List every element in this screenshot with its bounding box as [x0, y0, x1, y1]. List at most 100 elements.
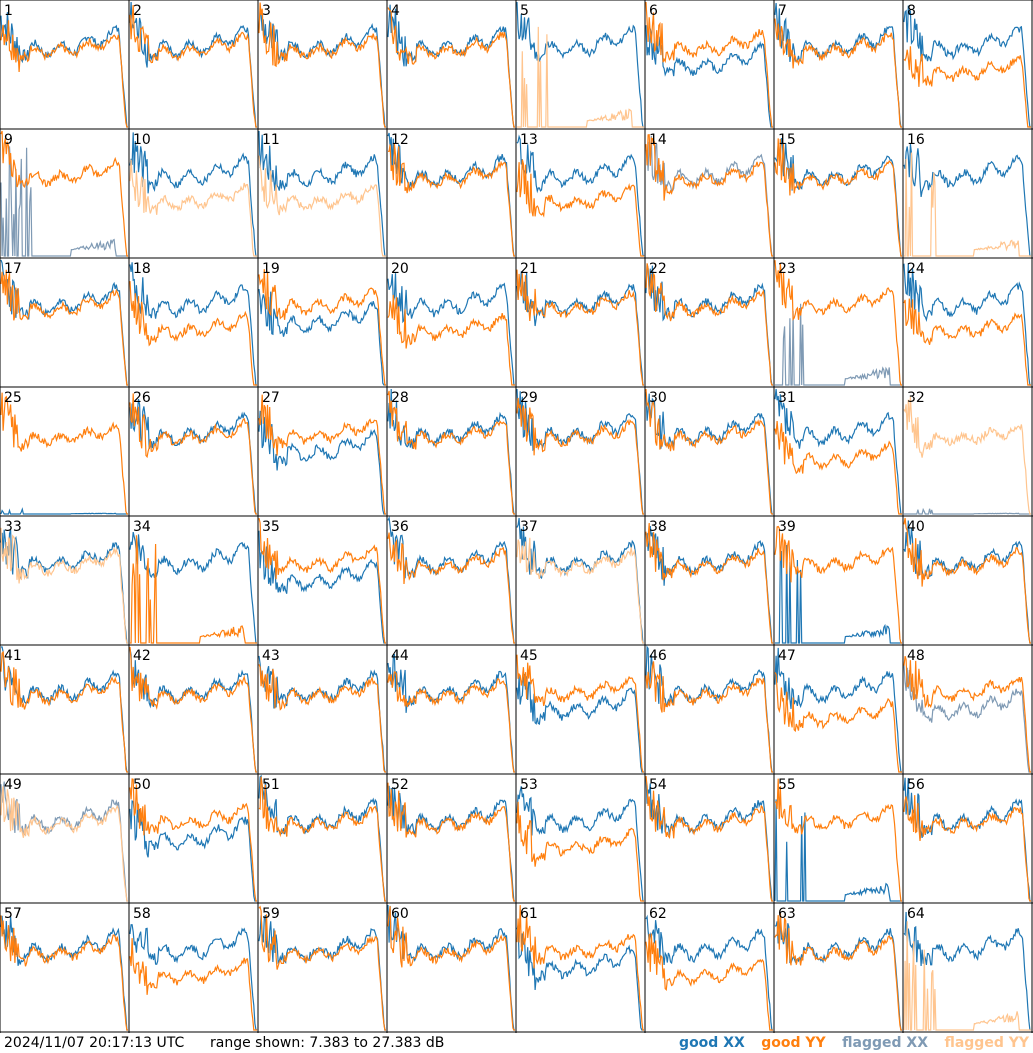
series-yy-22 — [645, 263, 773, 386]
panel-18: 18 — [129, 261, 257, 386]
series-yy-47 — [774, 672, 902, 773]
panel-label-38: 38 — [649, 519, 667, 535]
series-yy-63 — [774, 911, 902, 1031]
series-yy-59 — [258, 905, 386, 1031]
panel-label-14: 14 — [649, 132, 667, 148]
series-yy-55 — [775, 778, 902, 902]
series-yy-10 — [129, 159, 257, 257]
panel-label-42: 42 — [133, 648, 151, 664]
panel-label-27: 27 — [262, 390, 280, 406]
series-xx-38 — [645, 525, 773, 644]
panel-label-7: 7 — [778, 3, 787, 19]
panel-label-11: 11 — [262, 132, 280, 148]
panel-46: 46 — [645, 645, 773, 773]
panel-label-3: 3 — [262, 3, 271, 19]
series-xx-24 — [903, 263, 1031, 386]
series-yy-52 — [387, 782, 515, 902]
series-yy-5 — [517, 26, 644, 128]
panel-5: 5 — [516, 1, 644, 128]
panel-label-35: 35 — [262, 519, 280, 535]
series-yy-28 — [387, 390, 515, 515]
panel-label-53: 53 — [520, 777, 538, 793]
series-yy-11 — [258, 155, 386, 257]
series-xx-8 — [903, 5, 1031, 128]
panel-14: 14 — [645, 132, 773, 257]
panel-15: 15 — [774, 132, 902, 257]
panel-44: 44 — [387, 648, 515, 773]
panel-28: 28 — [387, 388, 515, 515]
panel-label-23: 23 — [778, 261, 796, 277]
panel-63: 63 — [774, 906, 902, 1031]
series-xx-46 — [645, 645, 773, 773]
series-yy-3 — [258, 2, 386, 128]
series-yy-61 — [516, 905, 644, 1031]
panel-label-1: 1 — [4, 3, 13, 19]
series-yy-29 — [516, 397, 644, 515]
panel-label-64: 64 — [907, 906, 925, 922]
panel-49: 49 — [0, 777, 128, 902]
series-xx-35 — [258, 530, 386, 644]
series-yy-8 — [903, 46, 1031, 128]
series-xx-3 — [258, 10, 386, 128]
panel-label-28: 28 — [391, 390, 409, 406]
series-xx-52 — [387, 785, 515, 902]
panel-17: 17 — [0, 259, 128, 386]
series-yy-48 — [903, 656, 1031, 773]
series-xx-22 — [645, 263, 773, 386]
panel-27: 27 — [258, 390, 386, 515]
panel-label-49: 49 — [4, 777, 22, 793]
series-yy-49 — [0, 786, 128, 902]
panel-label-58: 58 — [133, 906, 151, 922]
panel-label-16: 16 — [907, 132, 925, 148]
series-xx-55 — [774, 799, 902, 902]
panel-39: 39 — [774, 519, 902, 644]
panel-61: 61 — [516, 905, 644, 1031]
panel-30: 30 — [645, 388, 773, 515]
series-yy-18 — [129, 281, 257, 386]
series-yy-16 — [904, 152, 1031, 257]
panel-label-39: 39 — [778, 519, 796, 535]
series-xx-63 — [774, 913, 902, 1031]
series-yy-6 — [645, 1, 773, 128]
panel-label-15: 15 — [778, 132, 796, 148]
series-xx-37 — [516, 517, 644, 644]
panel-label-4: 4 — [391, 3, 400, 19]
panel-label-32: 32 — [907, 390, 925, 406]
panel-label-50: 50 — [133, 777, 151, 793]
series-yy-13 — [516, 159, 644, 257]
series-xx-15 — [774, 138, 902, 257]
panel-31: 31 — [774, 388, 902, 515]
panel-label-44: 44 — [391, 648, 409, 664]
series-yy-21 — [516, 269, 644, 386]
legend: good XX good YY flagged XX flagged YY — [667, 1034, 1029, 1052]
series-xx-47 — [774, 647, 902, 773]
series-yy-37 — [516, 537, 644, 644]
panel-55: 55 — [774, 777, 902, 902]
panel-label-10: 10 — [133, 132, 151, 148]
panel-32: 32 — [903, 390, 1031, 515]
panel-54: 54 — [645, 775, 773, 902]
series-xx-44 — [387, 653, 515, 773]
series-yy-38 — [645, 522, 773, 644]
series-yy-54 — [645, 775, 773, 902]
series-xx-51 — [258, 774, 386, 902]
series-yy-39 — [774, 525, 902, 644]
panel-label-41: 41 — [4, 648, 22, 664]
panel-52: 52 — [387, 777, 515, 902]
panel-label-8: 8 — [907, 3, 916, 19]
series-yy-20 — [387, 294, 515, 386]
panel-label-19: 19 — [262, 261, 280, 277]
panel-7: 7 — [774, 2, 902, 128]
series-yy-12 — [387, 143, 515, 257]
series-yy-57 — [0, 915, 128, 1031]
series-yy-50 — [129, 778, 257, 902]
series-yy-17 — [0, 269, 128, 386]
panel-label-59: 59 — [262, 906, 280, 922]
panel-label-26: 26 — [133, 390, 151, 406]
panel-12: 12 — [387, 132, 515, 257]
panel-label-18: 18 — [133, 261, 151, 277]
panel-label-21: 21 — [520, 261, 538, 277]
series-xx-23 — [775, 303, 902, 386]
series-xx-48 — [903, 665, 1031, 773]
